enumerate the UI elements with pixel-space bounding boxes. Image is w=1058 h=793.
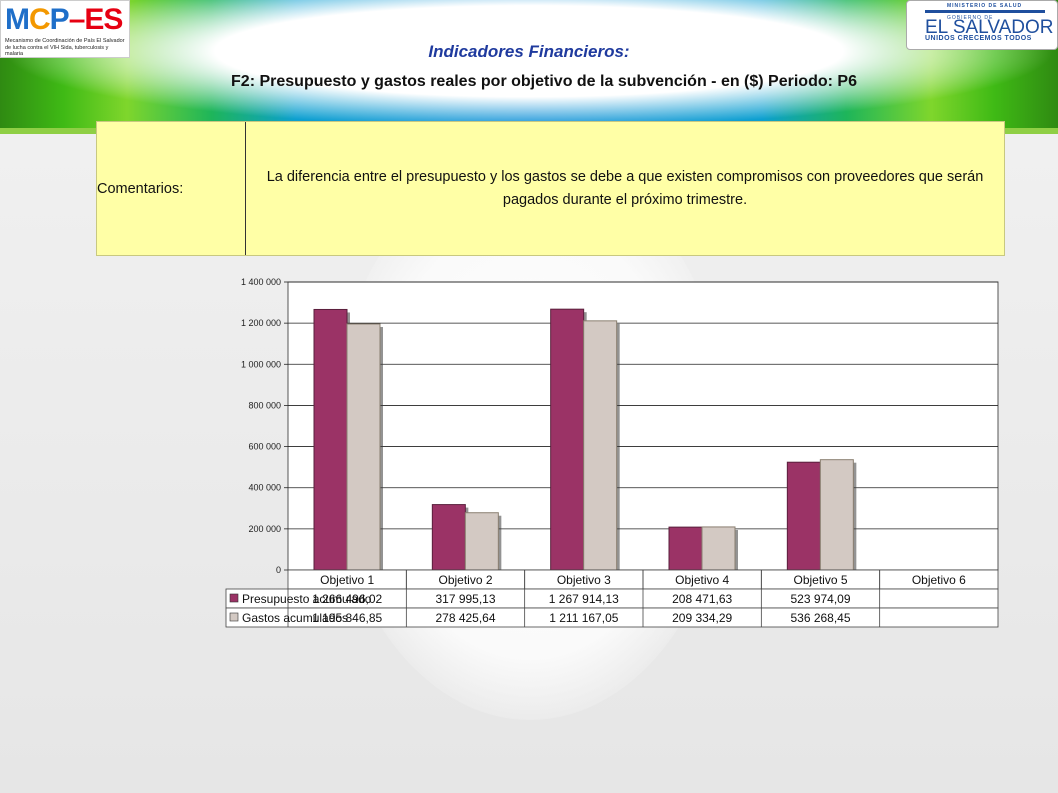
logo-country: EL SALVADOR bbox=[925, 17, 1054, 38]
page-title: Indicadores Financieros: bbox=[428, 42, 630, 61]
comments-text: La diferencia entre el presupuesto y los… bbox=[266, 169, 984, 208]
bar-presupuesto bbox=[550, 308, 585, 571]
bar-gastos bbox=[701, 526, 736, 571]
data-label: 536 268,45 bbox=[790, 611, 850, 625]
bar-presupuesto bbox=[786, 461, 821, 571]
y-tick-label: 1 200 000 bbox=[241, 318, 281, 328]
data-label: 1 211 167,05 bbox=[549, 611, 619, 625]
logo-ministry: MINISTERIO DE SALUD bbox=[947, 3, 1023, 9]
bar-presupuesto bbox=[668, 526, 703, 571]
data-label: 1 195 846,85 bbox=[312, 611, 382, 625]
el-salvador-logo: MINISTERIO DE SALUD GOBIERNO DE EL SALVA… bbox=[906, 0, 1058, 50]
x-category-label: Objetivo 2 bbox=[438, 573, 492, 587]
bar-presupuesto bbox=[431, 504, 466, 571]
y-tick-label: 0 bbox=[276, 565, 281, 575]
table-row bbox=[225, 607, 999, 628]
x-category-label: Objetivo 4 bbox=[675, 573, 729, 587]
logo-slogan: UNIDOS CRECEMOS TODOS bbox=[925, 35, 1032, 42]
page-subtitle: F2: Presupuesto y gastos reales por obje… bbox=[231, 73, 857, 90]
logo-mark: MCP–ES bbox=[5, 3, 123, 37]
x-category-label: Objetivo 5 bbox=[793, 573, 847, 587]
legend-label: Presupuesto acumulado bbox=[242, 592, 372, 606]
comments-box: Comentarios: La diferencia entre el pres… bbox=[96, 121, 1005, 256]
x-category-label: Objetivo 6 bbox=[912, 573, 966, 587]
logo-letter-p: P bbox=[49, 3, 70, 36]
bar-gastos bbox=[346, 323, 381, 571]
bar-presupuesto bbox=[313, 308, 348, 571]
y-tick-label: 200 000 bbox=[248, 524, 281, 534]
logo-letter-m: M bbox=[5, 3, 30, 36]
data-label: 209 334,29 bbox=[672, 611, 732, 625]
data-label: 1 266 496,02 bbox=[312, 592, 382, 606]
chart-svg: 0 200 000 400 000 600 000 800 000 1 000 000 1 … bbox=[225, 277, 999, 628]
data-label: 317 995,13 bbox=[435, 592, 495, 606]
y-tick-label: 600 000 bbox=[248, 442, 281, 452]
logo-stripe bbox=[925, 10, 1045, 13]
logo-gobierno: GOBIERNO DE bbox=[947, 15, 994, 21]
bar-gastos bbox=[464, 512, 499, 571]
y-tick-label: 800 000 bbox=[248, 400, 281, 410]
logo-dash: – bbox=[68, 3, 86, 36]
data-label: 208 471,63 bbox=[672, 592, 732, 606]
logo-subtitle: Mecanismo de Coordinación de País El Sal… bbox=[5, 38, 125, 57]
mcp-es-logo: MCP–ES Mecanismo de Coordinación de País… bbox=[0, 0, 130, 58]
logo-letters-es: ES bbox=[84, 3, 123, 36]
y-tick-label: 1 000 000 bbox=[241, 359, 281, 369]
logo-letter-c: C bbox=[29, 3, 51, 36]
legend-label: Gastos acumulados bbox=[242, 611, 348, 625]
header-highlight bbox=[0, 0, 1058, 128]
y-tick-label: 400 000 bbox=[248, 483, 281, 493]
legend-swatch bbox=[229, 593, 239, 603]
data-label: 1 267 914,13 bbox=[549, 592, 619, 606]
bar-gastos bbox=[819, 459, 854, 571]
legend-swatch bbox=[229, 612, 239, 622]
bar-gastos bbox=[583, 320, 618, 571]
budget-vs-spending-chart: 0 200 000 400 000 600 000 800 000 1 000 000 1 … bbox=[221, 269, 1001, 634]
comments-label: Comentarios: bbox=[97, 122, 246, 255]
data-label: 523 974,09 bbox=[790, 592, 850, 606]
plot-area bbox=[287, 281, 999, 571]
data-label: 278 425,64 bbox=[435, 611, 495, 625]
x-category-label: Objetivo 1 bbox=[320, 573, 374, 587]
y-tick-label: 1 400 000 bbox=[241, 277, 281, 287]
x-category-label: Objetivo 3 bbox=[557, 573, 611, 587]
